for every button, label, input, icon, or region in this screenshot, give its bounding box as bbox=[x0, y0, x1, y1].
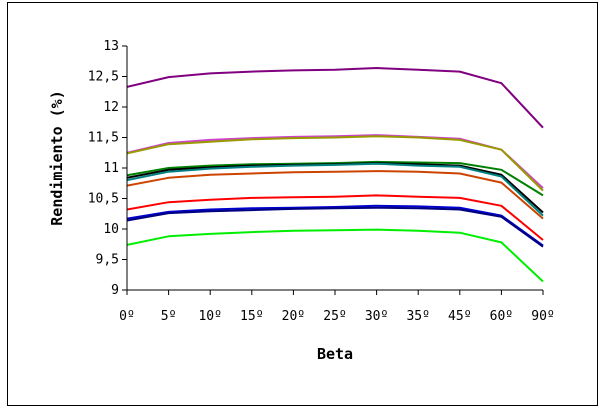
x-tick-label: 5º bbox=[161, 309, 177, 324]
series-line-1 bbox=[126, 67, 544, 129]
x-axis-title: Beta bbox=[317, 345, 353, 363]
series-line-11 bbox=[126, 228, 544, 283]
x-tick-label: 0º bbox=[119, 309, 135, 324]
series-line-8 bbox=[126, 194, 544, 241]
y-tick-label: 12 bbox=[103, 100, 119, 115]
y-tick-label: 9 bbox=[111, 283, 119, 298]
y-tick-label: 9,5 bbox=[96, 253, 119, 268]
series-line-7 bbox=[126, 170, 544, 220]
series-line-10 bbox=[126, 206, 544, 248]
x-tick-label: 30º bbox=[365, 309, 388, 324]
x-tick-label: 90º bbox=[531, 309, 554, 324]
x-tick-label: 25º bbox=[323, 309, 346, 324]
y-tick-label: 13 bbox=[103, 39, 119, 54]
series-line-4 bbox=[126, 160, 544, 197]
x-tick-label: 15º bbox=[240, 309, 263, 324]
x-axis-ticks: 0º 5º 10º 15º 20º 25º 30º 35º 45º 60º 90º bbox=[119, 290, 555, 324]
series-line-3 bbox=[126, 135, 544, 192]
x-tick-label: 60º bbox=[490, 309, 513, 324]
series-layer bbox=[126, 67, 544, 283]
y-tick-label: 11,5 bbox=[88, 131, 119, 146]
x-tick-label: 20º bbox=[282, 309, 305, 324]
series-line-9 bbox=[126, 204, 544, 247]
x-tick-label: 10º bbox=[198, 309, 221, 324]
x-tick-label: 35º bbox=[406, 309, 429, 324]
y-tick-label: 12,5 bbox=[88, 70, 119, 85]
y-axis-title: Rendimiento (%) bbox=[48, 90, 66, 225]
y-tick-label: 10 bbox=[103, 222, 119, 237]
y-axis-ticks: 9 9,5 10 10,5 11 11,5 12 12,5 13 bbox=[88, 39, 127, 298]
x-tick-label: 45º bbox=[448, 309, 471, 324]
y-tick-label: 10,5 bbox=[88, 192, 119, 207]
y-tick-label: 11 bbox=[103, 161, 119, 176]
series-line-6 bbox=[126, 162, 544, 217]
